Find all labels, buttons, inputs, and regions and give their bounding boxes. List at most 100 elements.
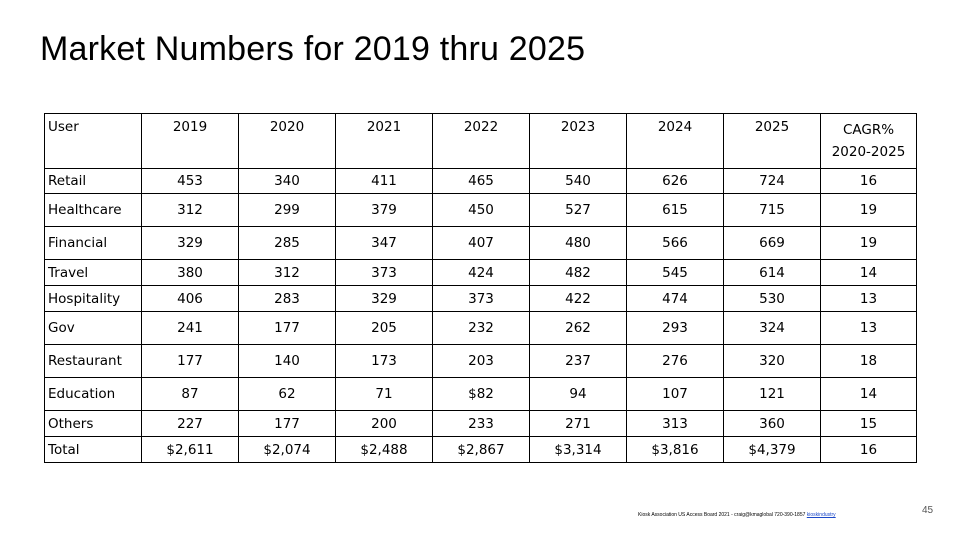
table-cell: 450 — [432, 193, 530, 227]
table-row: Restaurant 177 140 173 203 237 276 320 18 — [44, 344, 917, 378]
table-cell: 94 — [529, 377, 627, 411]
column-header: 2024 — [626, 113, 724, 169]
column-header: User — [44, 113, 142, 169]
row-label: Others — [44, 410, 142, 437]
table-cell: $4,379 — [723, 436, 821, 463]
table-cell: 241 — [141, 311, 239, 345]
slide-title: Market Numbers for 2019 thru 2025 — [40, 30, 586, 68]
table-cell: 14 — [820, 259, 917, 286]
row-label: Hospitality — [44, 285, 142, 312]
table-cell: 715 — [723, 193, 821, 227]
table-cell: 313 — [626, 410, 724, 437]
table-cell: 285 — [238, 226, 336, 260]
row-label: Restaurant — [44, 344, 142, 378]
footer-text: Kiosk Association US Access Board 2021 -… — [638, 512, 806, 518]
table-cell: 293 — [626, 311, 724, 345]
table-cell: $2,488 — [335, 436, 433, 463]
table-cell: $2,611 — [141, 436, 239, 463]
column-header: 2022 — [432, 113, 530, 169]
table-cell: 177 — [141, 344, 239, 378]
row-label: Education — [44, 377, 142, 411]
row-label: Retail — [44, 168, 142, 194]
row-label: Healthcare — [44, 193, 142, 227]
table-cell: 480 — [529, 226, 627, 260]
table-cell: 566 — [626, 226, 724, 260]
table-cell: 347 — [335, 226, 433, 260]
table-cell: 13 — [820, 285, 917, 312]
column-header: 2025 — [723, 113, 821, 169]
table-cell: 233 — [432, 410, 530, 437]
table-cell: 453 — [141, 168, 239, 194]
table-cell: 283 — [238, 285, 336, 312]
table-cell: 13 — [820, 311, 917, 345]
table-row: Hospitality 406 283 329 373 422 474 530 13 — [44, 285, 917, 312]
table-cell: 329 — [141, 226, 239, 260]
table-cell: 227 — [141, 410, 239, 437]
table-cell: 177 — [238, 311, 336, 345]
table-cell: 62 — [238, 377, 336, 411]
table-cell: 14 — [820, 377, 917, 411]
table-cell: 360 — [723, 410, 821, 437]
table-cell: 545 — [626, 259, 724, 286]
row-label: Financial — [44, 226, 142, 260]
page-number: 45 — [922, 505, 934, 516]
table-cell: 482 — [529, 259, 627, 286]
table-cell: 276 — [626, 344, 724, 378]
table-cell: 299 — [238, 193, 336, 227]
table-cell: 474 — [626, 285, 724, 312]
table-cell: 16 — [820, 436, 917, 463]
table-cell: 271 — [529, 410, 627, 437]
footer-credit: Kiosk Association US Access Board 2021 -… — [638, 512, 836, 518]
table-cell: 205 — [335, 311, 433, 345]
table-cell: 465 — [432, 168, 530, 194]
table-cell: 373 — [432, 285, 530, 312]
table-cell: 615 — [626, 193, 724, 227]
table-row: Others 227 177 200 233 271 313 360 15 — [44, 410, 917, 437]
table-cell: 380 — [141, 259, 239, 286]
table-cell: 340 — [238, 168, 336, 194]
table-cell: $3,816 — [626, 436, 724, 463]
table-cell: 71 — [335, 377, 433, 411]
table-cell: 406 — [141, 285, 239, 312]
table-cell: 373 — [335, 259, 433, 286]
table-cell: 724 — [723, 168, 821, 194]
table-row: Retail 453 340 411 465 540 626 724 16 — [44, 168, 917, 194]
table-cell: 422 — [529, 285, 627, 312]
column-header: 2021 — [335, 113, 433, 169]
column-header: 2023 — [529, 113, 627, 169]
table-cell: 200 — [335, 410, 433, 437]
table-cell: 540 — [529, 168, 627, 194]
table-cell: $2,074 — [238, 436, 336, 463]
table-cell: 324 — [723, 311, 821, 345]
table-cell: 237 — [529, 344, 627, 378]
column-header: CAGR% 2020-2025 — [820, 113, 917, 169]
column-header: 2019 — [141, 113, 239, 169]
table-cell: 15 — [820, 410, 917, 437]
table-cell: 16 — [820, 168, 917, 194]
table-row: Education 87 62 71 $82 94 107 121 14 — [44, 377, 917, 411]
table-cell: $2,867 — [432, 436, 530, 463]
table-cell: 614 — [723, 259, 821, 286]
table-cell: 312 — [141, 193, 239, 227]
table-cell: 424 — [432, 259, 530, 286]
table-cell: 407 — [432, 226, 530, 260]
table-row: Total $2,611 $2,074 $2,488 $2,867 $3,314 $3,81… — [44, 436, 917, 463]
table-cell: 19 — [820, 193, 917, 227]
table-cell: 320 — [723, 344, 821, 378]
column-header: 2020 — [238, 113, 336, 169]
table-cell: 626 — [626, 168, 724, 194]
table-cell: 379 — [335, 193, 433, 227]
table-cell: 669 — [723, 226, 821, 260]
row-label: Travel — [44, 259, 142, 286]
footer-link[interactable]: kioskindustry — [806, 512, 836, 518]
table-cell: 527 — [529, 193, 627, 227]
table-cell: 87 — [141, 377, 239, 411]
table-cell: 232 — [432, 311, 530, 345]
table-cell: 262 — [529, 311, 627, 345]
table-cell: 140 — [238, 344, 336, 378]
header-row: User 2019 2020 2021 2022 2023 2024 2025 … — [44, 113, 917, 169]
table-cell: $3,314 — [529, 436, 627, 463]
market-numbers-table: User 2019 2020 2021 2022 2023 2024 2025 … — [44, 113, 917, 463]
table-cell: 19 — [820, 226, 917, 260]
table-cell: $82 — [432, 377, 530, 411]
